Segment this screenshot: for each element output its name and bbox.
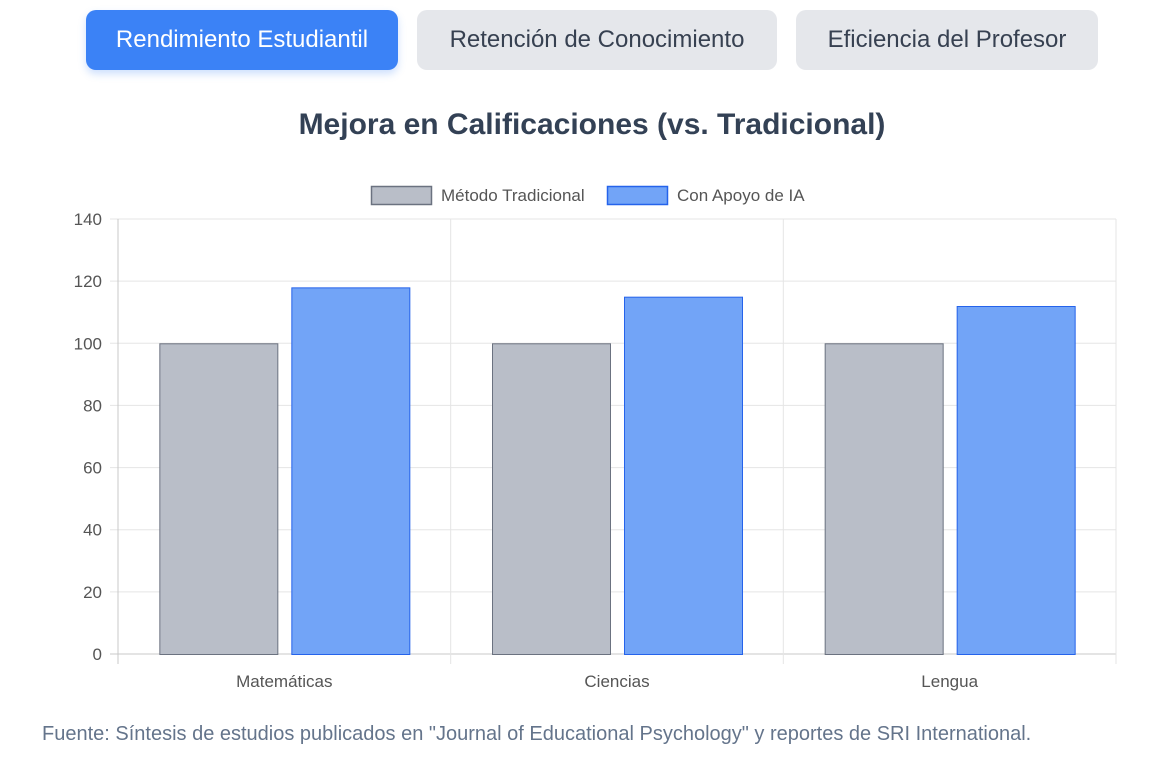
bar-traditional [492,343,611,655]
bar-traditional [824,343,944,655]
y-tick-label: 0 [93,645,102,664]
bar-ai [956,306,1076,655]
x-tick-label: Ciencias [584,672,649,691]
tab-bar: Rendimiento Estudiantil Retención de Con… [86,10,1098,70]
bar-ai [624,296,743,655]
source-note: Fuente: Síntesis de estudios publicados … [42,723,1032,745]
tab-teacher-efficiency[interactable]: Eficiencia del Profesor [796,10,1098,70]
y-tick-label: 80 [83,396,102,415]
chart-title: Mejora en Calificaciones (vs. Tradiciona… [298,108,886,141]
tab-student-performance[interactable]: Rendimiento Estudiantil [86,10,398,70]
bar-ai [291,287,411,655]
legend-swatch [606,185,669,206]
tab-knowledge-retention[interactable]: Retención de Conocimiento [417,10,777,70]
legend-label: Con Apoyo de IA [677,186,805,205]
legend-swatch [370,185,433,206]
bar-traditional [159,343,279,655]
legend-label: Método Tradicional [441,186,585,205]
x-tick-label: Matemáticas [236,672,332,691]
y-tick-label: 40 [83,521,102,540]
x-tick-label: Lengua [921,672,978,691]
y-tick-label: 20 [83,583,102,602]
y-tick-label: 60 [83,459,102,478]
y-tick-label: 140 [74,210,102,229]
y-tick-label: 120 [74,272,102,291]
y-tick-label: 100 [74,334,102,353]
